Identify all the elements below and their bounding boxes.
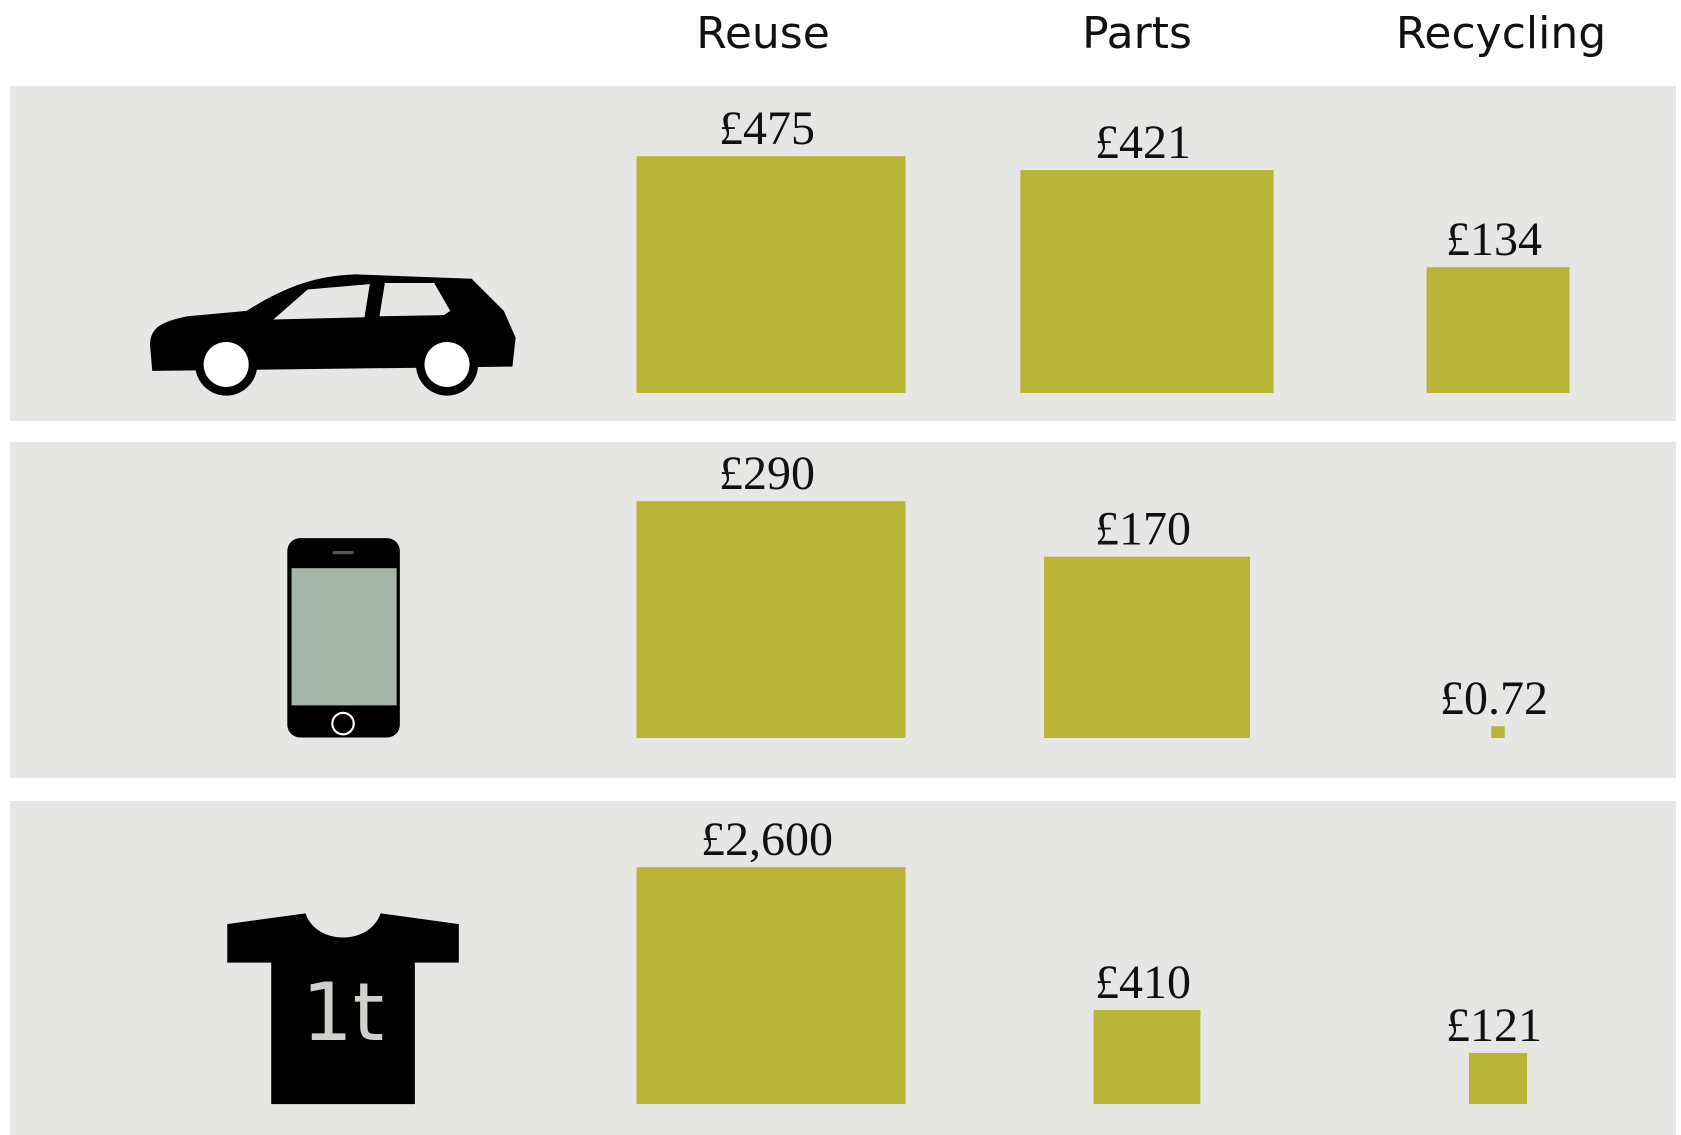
value-label: £121: [1446, 999, 1542, 1052]
car-icon: [150, 274, 516, 396]
column-header: Recycling: [1396, 8, 1606, 59]
value-square: [636, 501, 906, 738]
value-square: [1426, 267, 1570, 393]
value-label: £421: [1095, 116, 1191, 169]
value-label: £475: [719, 102, 815, 155]
value-label: £0.72: [1440, 672, 1548, 725]
value-label: £2,600: [701, 813, 833, 866]
value-square: [636, 867, 906, 1104]
value-square: [1491, 726, 1505, 738]
value-label: £290: [719, 447, 815, 500]
column-header: Parts: [1082, 8, 1192, 59]
phone-icon: [287, 538, 400, 738]
value-square: [1020, 170, 1274, 393]
shirt-label: 1t: [302, 966, 384, 1059]
value-label: £410: [1095, 956, 1191, 1009]
value-label: £170: [1095, 503, 1191, 556]
value-square: [1093, 1009, 1201, 1104]
value-square: [636, 156, 906, 393]
shirt-icon: [227, 913, 459, 1105]
icons: [150, 274, 516, 1105]
value-label: £134: [1446, 213, 1542, 266]
value-square: [1468, 1052, 1528, 1104]
column-header: Reuse: [696, 8, 830, 59]
value-square: [1044, 556, 1250, 738]
